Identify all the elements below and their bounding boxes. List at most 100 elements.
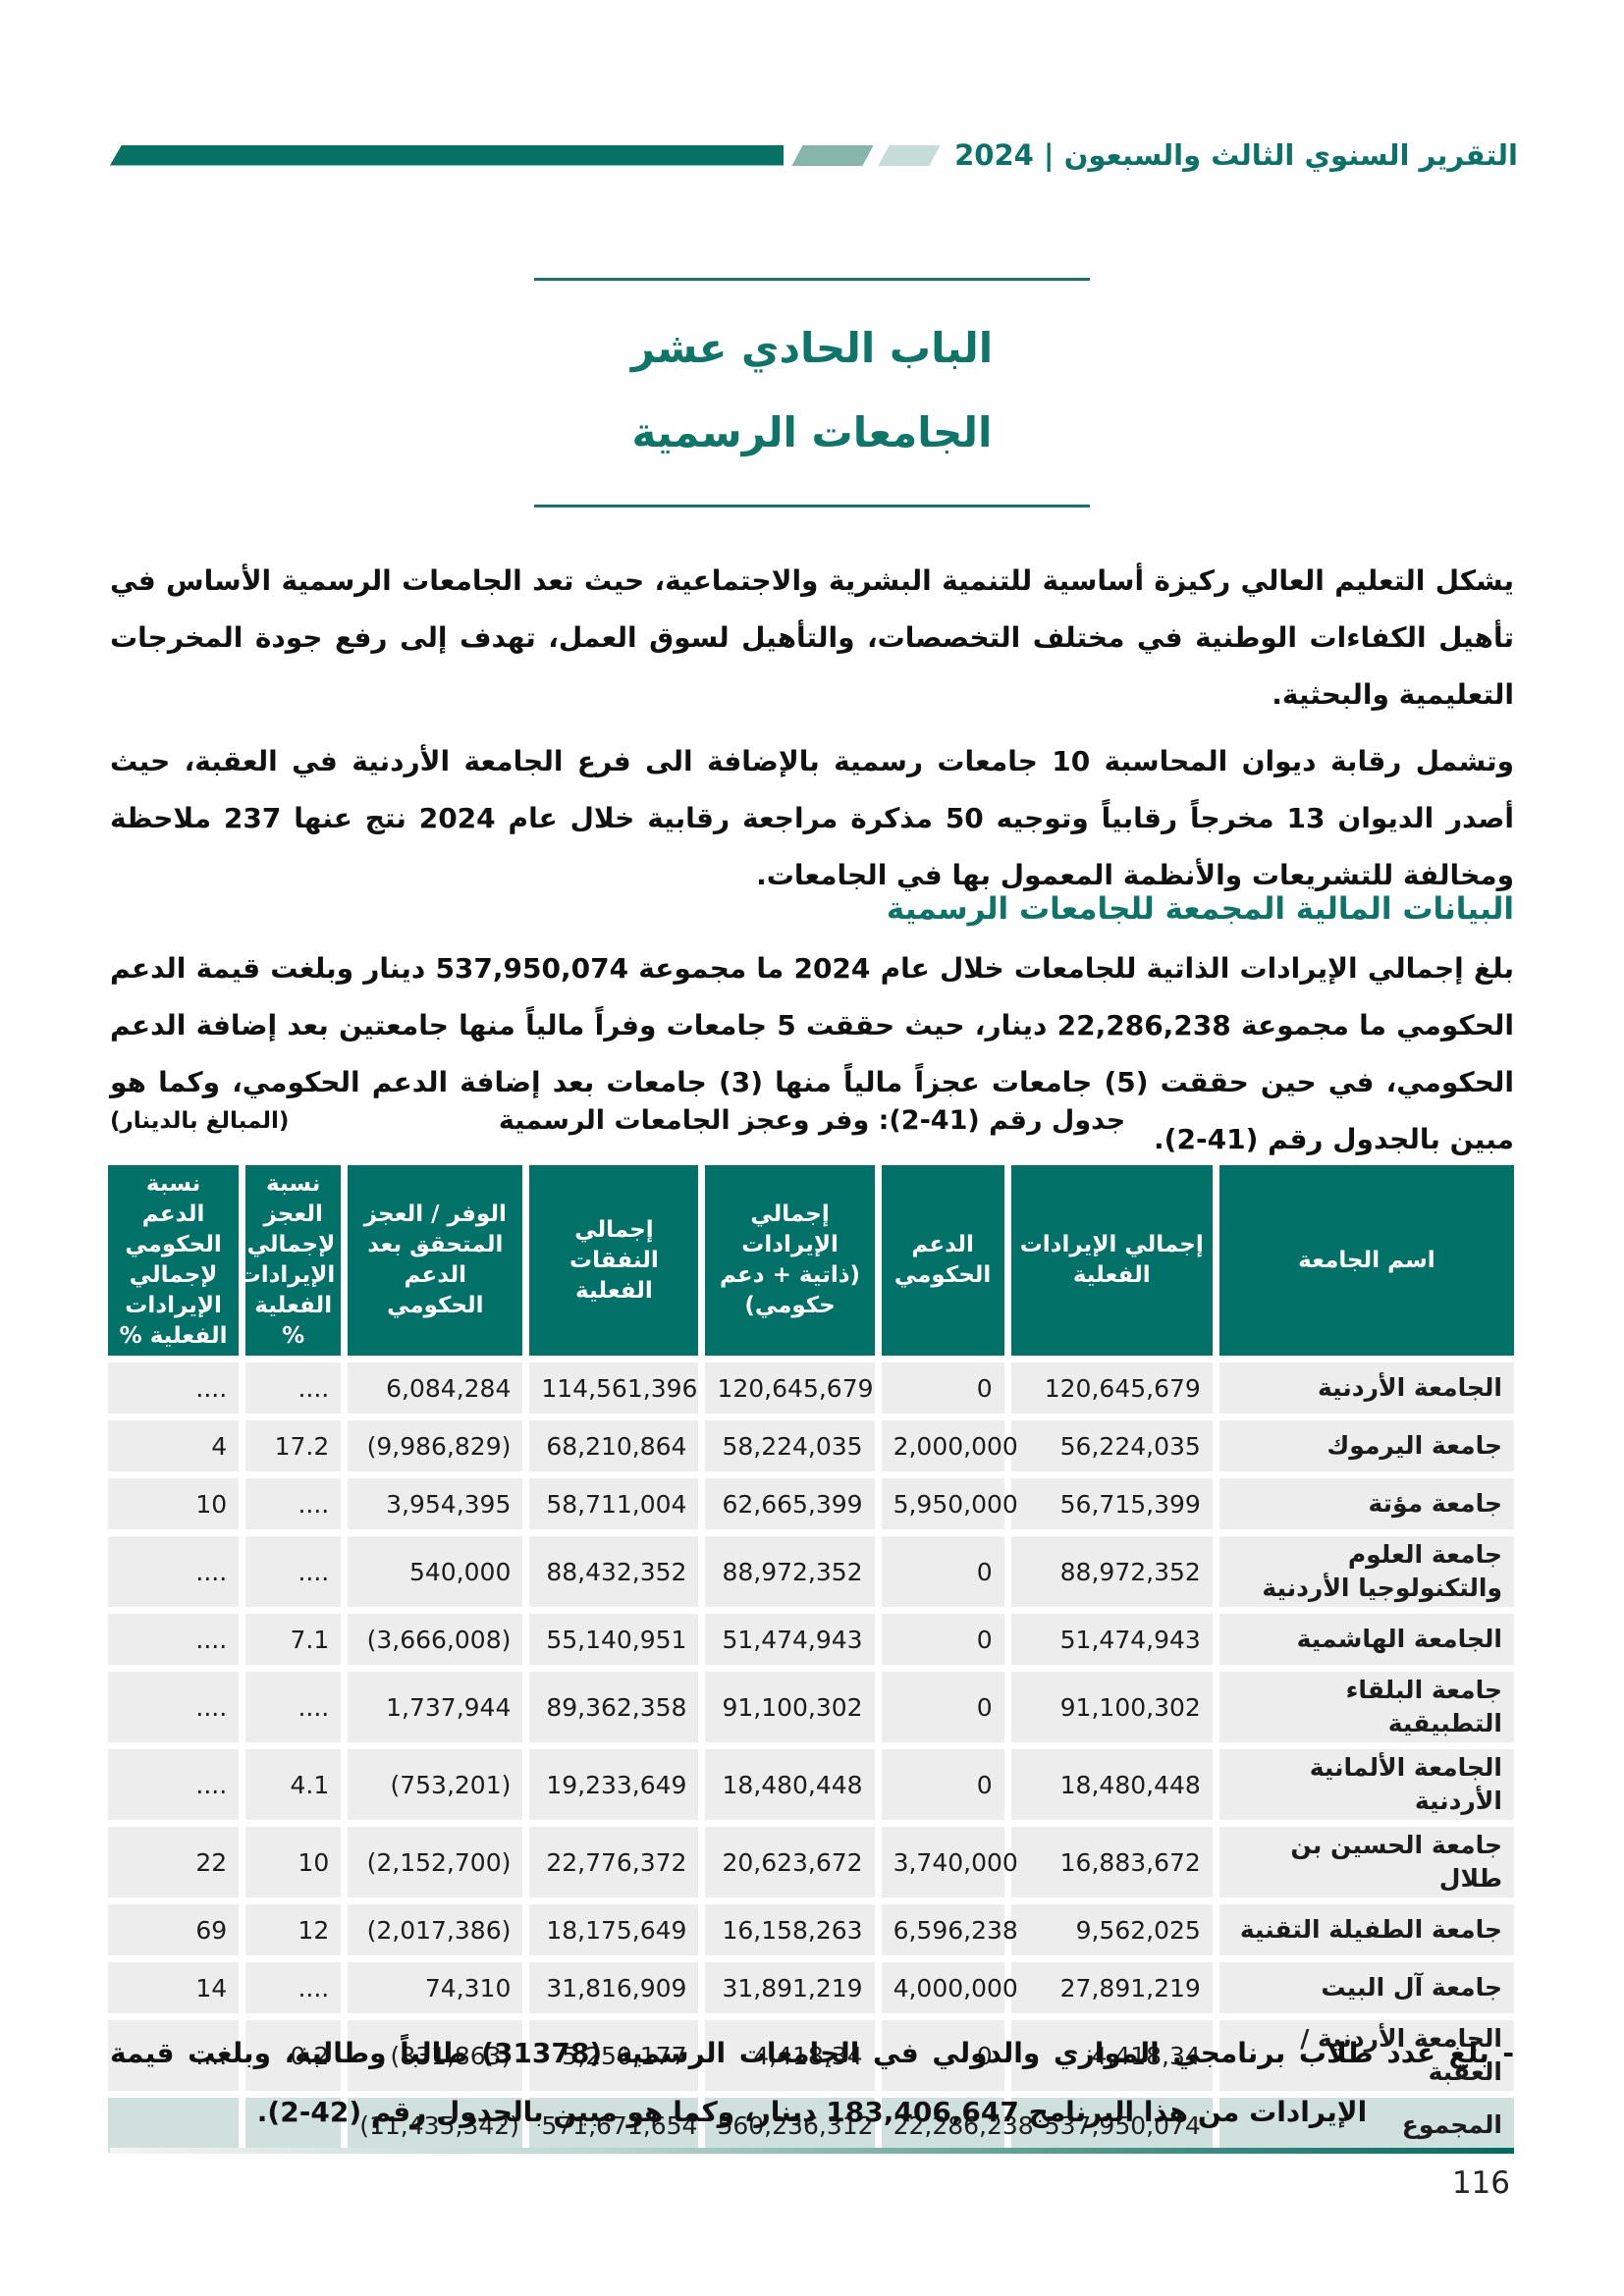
cell-value-1: 3,740,000 — [881, 1827, 1018, 1897]
header-accent-segment-medium — [791, 144, 874, 166]
cell-value-5: .... — [245, 1962, 342, 2013]
cell-value-3: 571,671,654 — [529, 2098, 699, 2153]
cell-value-0: 56,224,035 — [1010, 1420, 1213, 1471]
column-header-4: إجمالي النفقات الفعلية — [529, 1165, 699, 1356]
running-header: التقرير السنوي الثالث والسبعون | 2024 — [110, 138, 1518, 172]
intro-paragraph-2: وتشمل رقابة ديوان المحاسبة 10 جامعات رسم… — [110, 745, 1515, 891]
cell-value-2: 58,224,035 — [705, 1420, 875, 1471]
university-name: الجامعة الألمانية الأردنية — [1218, 1749, 1514, 1820]
cell-value-3: 89,362,358 — [529, 1672, 699, 1742]
table-row: جامعة العلوم والتكنولوجيا الأردنية 88,972… — [108, 1536, 1514, 1607]
cell-value-6: 4 — [108, 1420, 240, 1471]
cell-value-6: 69 — [108, 1904, 240, 1955]
page-number: 116 — [1451, 2165, 1510, 2201]
cell-value-3: 88,432,352 — [529, 1536, 699, 1607]
cell-value-3: 68,210,864 — [529, 1420, 699, 1471]
cell-value-3: 114,561,396 — [529, 1362, 699, 1414]
cell-value-2: 560,236,312 — [705, 2098, 875, 2153]
cell-value-4: 540,000 — [348, 1536, 523, 1607]
cell-value-2: 91,100,302 — [705, 1672, 875, 1742]
university-name: جامعة البلقاء التطبيقية — [1218, 1672, 1514, 1742]
cell-value-1: 0 — [881, 1536, 1004, 1607]
cell-value-6: .... — [108, 2020, 240, 2091]
currency-unit-note: (المبالغ بالدينار) — [110, 1108, 290, 1134]
university-name: الجامعة الهاشمية — [1218, 1614, 1514, 1665]
university-name: جامعة اليرموك — [1218, 1420, 1514, 1471]
cell-value-0: 56,715,399 — [1010, 1478, 1213, 1529]
cell-value-5: 0.2 — [245, 2020, 342, 2091]
university-name: الجامعة الأردنية — [1218, 1362, 1514, 1414]
cell-value-4: (3,666,008) — [348, 1614, 523, 1665]
cell-value-3: 22,776,372 — [529, 1827, 699, 1897]
table-caption-row: جدول رقم (41-2): وفر وعجز الجامعات الرسم… — [110, 1105, 1514, 1152]
table-row: الجامعة الأردنية / العقبة 4,418,34 0 4,418,… — [108, 2020, 1514, 2091]
header-accent-segment-light — [878, 144, 941, 166]
cell-value-0: 9,562,025 — [1010, 1904, 1213, 1955]
cell-value-1: 0 — [881, 1614, 1004, 1665]
universities-finance-table: اسم الجامعة إجمالي الإيرادات الفعلية الدعم… — [101, 1158, 1521, 2160]
cell-value-2: 4,418,34 — [705, 2020, 875, 2091]
cell-value-6: 10 — [108, 1478, 240, 1529]
university-name: جامعة الحسين بن طلال — [1218, 1827, 1514, 1897]
university-name: جامعة العلوم والتكنولوجيا الأردنية — [1218, 1536, 1514, 1607]
cell-value-4: 6,084,284 — [348, 1362, 523, 1414]
cell-value-3: 18,175,649 — [529, 1904, 699, 1955]
cell-value-3: 19,233,649 — [529, 1749, 699, 1820]
footer-rule — [110, 2148, 1514, 2154]
table-header: اسم الجامعة إجمالي الإيرادات الفعلية الدعم… — [108, 1165, 1514, 1356]
cell-value-2: 31,891,219 — [705, 1962, 875, 2013]
cell-value-0: 537,950,074 — [1010, 2098, 1213, 2153]
cell-value-5 — [245, 2098, 342, 2153]
cell-value-4: (831,863) — [348, 2020, 523, 2091]
cell-value-4: (11,435,342) — [348, 2098, 523, 2153]
table-row: جامعة الحسين بن طلال 16,883,672 3,740,000 2… — [108, 1827, 1514, 1897]
column-header-2: الدعم الحكومي — [881, 1165, 1004, 1356]
university-name: الجامعة الأردنية / العقبة — [1218, 2020, 1514, 2091]
cell-value-0: 120,645,679 — [1010, 1362, 1213, 1414]
section-heading: البيانات المالية المجمعة للجامعات الرسمي… — [886, 891, 1514, 927]
table-row: جامعة اليرموك 56,224,035 2,000,000 58,224,0… — [108, 1420, 1514, 1471]
cell-value-2: 51,474,943 — [705, 1614, 875, 1665]
cell-value-0: 18,480,448 — [1010, 1749, 1213, 1820]
column-header-3: إجمالي الإيرادات (ذاتية + دعم حكومي) — [705, 1165, 875, 1356]
cell-value-0: 16,883,672 — [1010, 1827, 1213, 1897]
cell-value-5: 17.2 — [245, 1420, 342, 1471]
table-row: الجامعة الألمانية الأردنية 18,480,448 0 18,… — [108, 1749, 1514, 1820]
cell-value-0: 88,972,352 — [1010, 1536, 1213, 1607]
cell-value-4: (9,986,829) — [348, 1420, 523, 1471]
cell-value-0: 91,100,302 — [1010, 1672, 1213, 1742]
cell-value-3: 5,250,177 — [529, 2020, 699, 2091]
cell-value-3: 31,816,909 — [529, 1962, 699, 2013]
cell-value-1: 0 — [881, 2020, 1004, 2091]
cell-value-2: 120,645,679 — [705, 1362, 875, 1414]
cell-value-6: .... — [108, 1672, 240, 1742]
cell-value-1: 0 — [881, 1672, 1004, 1742]
column-header-7: نسبة الدعم الحكومي لإجمالي الإيرادات الف… — [108, 1165, 240, 1356]
cell-value-6: .... — [108, 1614, 240, 1665]
cell-value-1: 2,000,000 — [881, 1420, 1018, 1471]
cell-value-5: 10 — [245, 1827, 342, 1897]
chapter-number: الباب الحادي عشر — [630, 324, 994, 372]
total-label: المجموع — [1218, 2098, 1514, 2153]
footnote: - بلغ عدد طلاب برنامجي الموازي والدولي ف… — [110, 2037, 1515, 2128]
table-row: جامعة مؤتة 56,715,399 5,950,000 62,665,399 5… — [108, 1478, 1514, 1529]
cell-value-0: 4,418,34 — [1010, 2020, 1213, 2091]
column-header-5: الوفر / العجز المتحقق بعد الدعم الحكومي — [348, 1165, 523, 1356]
cell-value-2: 16,158,263 — [705, 1904, 875, 1955]
university-name: جامعة آل البيت — [1218, 1962, 1514, 2013]
cell-value-5: 7.1 — [245, 1614, 342, 1665]
university-name: جامعة مؤتة — [1218, 1478, 1514, 1529]
cell-value-1: 5,950,000 — [881, 1478, 1018, 1529]
cell-value-4: 3,954,395 — [348, 1478, 523, 1529]
cell-value-3: 58,711,004 — [529, 1478, 699, 1529]
cell-value-6: 22 — [108, 1827, 240, 1897]
column-header-6: نسبة العجز لإجمالي الإيرادات الفعلية % — [239, 1165, 342, 1356]
cell-value-5: .... — [245, 1478, 342, 1529]
cell-value-1: 6,596,238 — [881, 1904, 1018, 1955]
cell-value-4: (753,201) — [348, 1749, 523, 1820]
column-header-1: إجمالي الإيرادات الفعلية — [1010, 1165, 1213, 1356]
table-row: الجامعة الأردنية 120,645,679 0 120,645,679 1… — [108, 1362, 1514, 1414]
university-name: جامعة الطفيلة التقنية — [1218, 1904, 1514, 1955]
header-rule-bar — [110, 144, 785, 166]
